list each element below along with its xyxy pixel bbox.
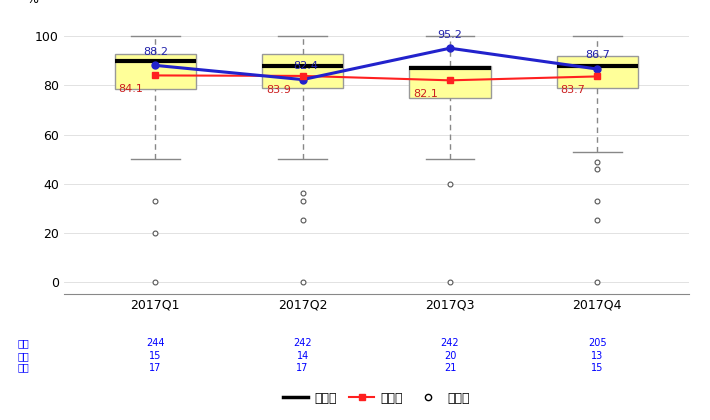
Text: 17: 17	[149, 363, 161, 373]
Text: 244: 244	[146, 338, 165, 348]
Text: 分子: 分子	[18, 362, 30, 372]
Text: 14: 14	[297, 351, 309, 361]
Text: 95.2: 95.2	[437, 30, 462, 39]
Text: 84.1: 84.1	[119, 84, 143, 94]
Bar	[557, 56, 638, 88]
Bar	[262, 54, 343, 88]
Text: 88.2: 88.2	[143, 47, 168, 57]
Text: 15: 15	[149, 351, 161, 361]
Text: %-: %-	[26, 0, 43, 6]
Text: 205: 205	[588, 338, 606, 348]
Text: 15: 15	[591, 363, 604, 373]
Text: 20: 20	[444, 351, 456, 361]
Text: 83.7: 83.7	[561, 85, 586, 95]
Text: 83.9: 83.9	[266, 84, 291, 94]
Text: 21: 21	[444, 363, 456, 373]
Text: 82.4: 82.4	[293, 61, 318, 71]
Text: 13: 13	[591, 351, 604, 361]
Text: 分母: 分母	[18, 351, 30, 361]
Text: 242: 242	[441, 338, 459, 348]
Bar	[115, 54, 196, 89]
Text: 17: 17	[297, 363, 309, 373]
Bar	[410, 66, 491, 98]
Text: 82.1: 82.1	[413, 89, 438, 99]
Text: 人数: 人数	[18, 338, 30, 348]
Text: 86.7: 86.7	[585, 50, 610, 60]
Text: 242: 242	[293, 338, 312, 348]
Legend: 中央値, 平均値, 外れ値: 中央値, 平均値, 外れ値	[278, 387, 474, 410]
